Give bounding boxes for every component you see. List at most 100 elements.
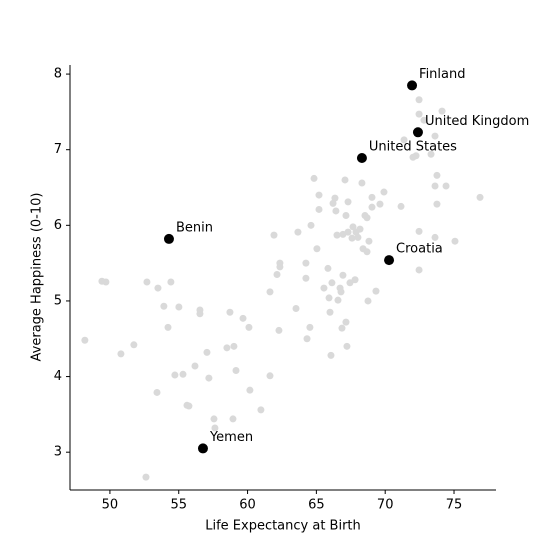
point-label: Benin [176,220,213,235]
point [223,344,231,352]
point-label: Croatia [396,242,443,257]
point [324,264,332,272]
point [245,323,253,331]
point [229,415,237,423]
point [130,341,138,349]
point [476,193,484,201]
point [342,211,350,219]
point [327,351,335,359]
point [329,199,337,207]
point [239,314,247,322]
point [372,287,380,295]
point [442,182,450,190]
point [232,367,240,375]
point [102,278,110,286]
point [175,303,183,311]
point [306,323,314,331]
point [339,271,347,279]
point [400,136,408,144]
x-tick-label: 60 [239,498,256,513]
point [334,296,342,304]
y-tick-label: 6 [54,218,62,233]
point [294,228,302,236]
point [275,326,283,334]
point [302,259,310,267]
point [273,270,281,278]
point [349,223,357,231]
point [397,202,405,210]
point [368,193,376,201]
point [344,198,352,206]
point [81,336,89,344]
point [142,473,150,481]
point [302,274,310,282]
point [179,370,187,378]
point [431,233,439,241]
point [303,335,311,343]
point [431,182,439,190]
point [210,415,218,423]
point [257,406,265,414]
highlight-point [384,255,395,266]
point [230,342,238,350]
point [343,342,351,350]
point [328,279,336,287]
point [332,207,340,215]
point [376,200,384,208]
point [342,318,350,326]
x-tick-label: 70 [377,498,394,513]
y-tick-label: 3 [54,445,62,460]
point [438,107,446,115]
highlight-point [356,153,367,164]
point [326,308,334,316]
point [292,305,300,313]
point-label: Yemen [209,430,253,445]
point [433,200,441,208]
y-tick-label: 4 [54,369,62,384]
point [266,372,274,380]
point [351,276,359,284]
highlight-point [163,233,174,244]
point [143,278,151,286]
point [365,237,373,245]
point-label: United States [369,140,457,155]
x-axis-label: Life Expectancy at Birth [205,519,361,534]
point [196,310,204,318]
point [205,374,213,382]
point [364,297,372,305]
y-tick-label: 7 [54,142,62,157]
point [325,294,333,302]
point [412,152,420,160]
point [315,191,323,199]
point [427,150,435,158]
point [415,96,423,104]
point [313,245,321,253]
point [160,302,168,310]
point [226,308,234,316]
point [191,362,199,370]
point [415,266,423,274]
point [420,116,428,124]
x-tick-label: 65 [308,498,325,513]
highlight-point [407,80,418,91]
point [315,205,323,213]
point [354,233,362,241]
point [167,278,175,286]
point [358,179,366,187]
point [154,284,162,292]
point [380,188,388,196]
y-tick-label: 5 [54,293,62,308]
point [310,174,318,182]
y-tick-label: 8 [54,67,62,82]
point [415,110,423,118]
point [341,176,349,184]
point [363,214,371,222]
point [344,228,352,236]
x-tick-label: 55 [170,498,187,513]
point [433,171,441,179]
point-label: Finland [419,67,465,82]
point [331,194,339,202]
point [337,288,345,296]
highlight-point [412,127,423,138]
